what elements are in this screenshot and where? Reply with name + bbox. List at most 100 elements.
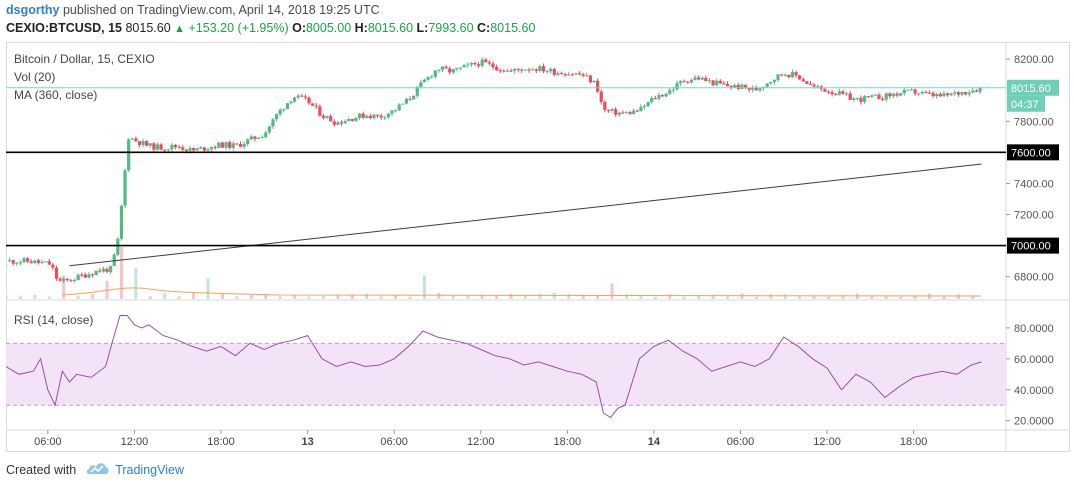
candle-body [596,80,600,92]
candle-body [444,66,448,69]
candle-body [935,94,939,97]
time-tick-label: 14 [648,436,661,448]
rsi-tick-label: 60.0000 [1014,354,1054,366]
candle-body [390,110,394,114]
candle-body [664,93,668,97]
candle-body [231,143,235,148]
candle-body [859,97,863,102]
level-badge [1007,237,1059,254]
level-badge-label: 7000.00 [1011,241,1051,253]
volume-bar [495,295,499,299]
volume-bar [437,292,441,299]
candle-body [195,148,199,151]
candle-body [816,86,820,88]
volume-bar [711,294,715,299]
candle-body [318,106,322,116]
volume-bar [134,267,138,299]
candle-body [54,267,59,279]
volume-bar [596,295,600,299]
candle-body [642,106,647,108]
volume-bar [466,295,470,299]
candle-body [924,91,928,93]
candle-body [321,115,326,118]
candle-body [960,92,964,95]
candle-body [826,91,831,93]
candle-body [412,95,416,100]
candle-body [173,144,178,148]
volume-bar [379,296,383,299]
candle-body [556,73,560,75]
volume-bar [192,292,196,299]
candle-body [127,139,131,171]
candle-body [899,93,903,96]
candle-body [123,170,127,206]
volume-bar [76,295,80,299]
candle-body [549,69,553,72]
candle-body [152,143,156,150]
candle-body [51,264,55,268]
candle-body [422,79,427,83]
candle-body [36,260,41,263]
volume-bar [62,275,66,299]
time-tick-label: 18:00 [554,436,582,448]
rsi-line [6,315,982,419]
price-chart[interactable]: 8200.00 7800.00 7400.00 7200.00 6800.00 80.00… [6,42,1070,452]
candle-body [484,59,488,63]
rsi-tick-label: 80.0000 [1014,323,1054,335]
candle-body [498,70,502,72]
candle-body [653,98,657,100]
candle-body [805,81,809,84]
candle-body [888,93,892,97]
candle-body [581,74,585,76]
volume-bar [365,293,369,299]
candle-body [588,75,593,83]
candle-body [628,112,632,115]
volume-ma-line [62,287,982,297]
candle-body [671,89,675,91]
candle-body [293,97,297,102]
candle-body [458,67,463,69]
candle-body [693,77,697,80]
last-price-badge [1007,79,1059,96]
candle-body [116,238,120,255]
candle-body [228,142,232,148]
candle-body [574,73,578,75]
volume-bar [827,296,831,299]
candle-body [386,113,390,118]
candle-body [632,110,636,115]
ohlc-header: CEXIO:BTCUSD, 15 8015.60 ▲ +153.20 (+1.9… [6,21,535,35]
candle-body [437,69,441,71]
open-label: O: [292,21,306,35]
candle-body [191,148,196,151]
candle-body [285,103,289,110]
volume-bar [422,275,426,299]
candle-body [181,147,185,150]
candle-body [372,114,376,119]
candle-body [300,95,304,97]
candle-body [408,98,412,100]
candle-body [801,79,805,82]
candle-body [329,116,333,122]
candle-body [325,116,329,118]
author-link[interactable]: dsgorthy [6,3,60,17]
candle-body [610,109,614,111]
tradingview-cloud-icon[interactable] [86,461,110,478]
time-tick-label: 18:00 [207,436,235,448]
candle-body [134,138,138,142]
candle-body [379,115,383,118]
volume-bar [610,283,614,299]
candle-body [660,95,665,97]
candle-body [920,91,924,94]
time-tick-label: 06:00 [727,436,755,448]
candle-body [495,67,499,71]
candle-body [559,73,564,75]
volume-bar [509,293,513,299]
time-tick-label: 13 [301,436,313,448]
candle-body [466,64,470,66]
candle-body [141,141,145,145]
volume-bar [971,295,975,299]
legend-ma: MA (360, close) [14,88,98,102]
candle-body [336,122,340,125]
volume-bar [33,295,37,299]
tradingview-brand[interactable]: TradingView [115,462,184,477]
